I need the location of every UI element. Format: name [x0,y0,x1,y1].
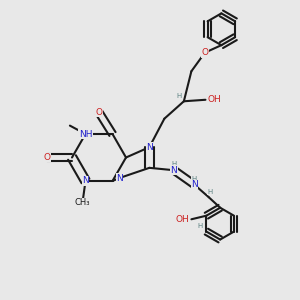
Text: N: N [146,143,153,152]
Text: OH: OH [175,215,189,224]
Text: CH₃: CH₃ [75,198,90,207]
Text: H: H [208,189,213,195]
Text: OH: OH [208,95,222,104]
Text: O: O [44,153,51,162]
Text: H: H [176,93,182,99]
Text: NH: NH [79,130,92,139]
Text: N: N [116,173,123,182]
Text: N: N [82,176,89,185]
Text: H: H [197,223,203,229]
Text: N: N [191,180,198,189]
Text: O: O [201,48,208,57]
Text: N: N [171,166,177,175]
Text: O: O [95,108,103,117]
Text: H: H [192,176,197,182]
Text: H: H [171,161,177,167]
